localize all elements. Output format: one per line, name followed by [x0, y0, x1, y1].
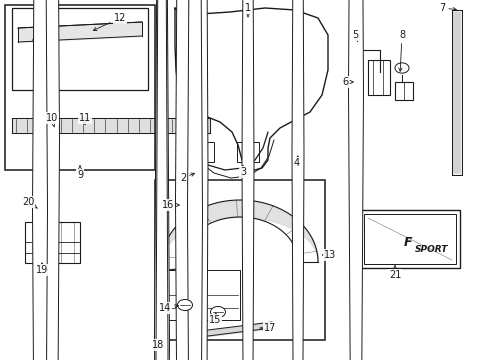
Bar — [364, 214, 456, 264]
Bar — [360, 210, 460, 268]
Text: SPORT: SPORT — [415, 246, 448, 255]
Bar — [395, 82, 413, 100]
Text: 16: 16 — [162, 200, 179, 210]
Bar — [160, 270, 240, 320]
Circle shape — [211, 306, 225, 318]
Polygon shape — [348, 0, 364, 360]
Text: 17: 17 — [260, 323, 276, 333]
Text: 12: 12 — [94, 13, 126, 31]
Bar — [368, 60, 390, 95]
Polygon shape — [156, 0, 168, 360]
Polygon shape — [154, 0, 170, 360]
Polygon shape — [175, 0, 191, 360]
Text: 19: 19 — [36, 263, 48, 275]
Text: 15: 15 — [209, 313, 221, 325]
Polygon shape — [292, 0, 304, 360]
Polygon shape — [32, 0, 48, 360]
Bar — [12, 8, 148, 90]
Text: 21: 21 — [389, 266, 401, 280]
Text: 18: 18 — [152, 340, 164, 350]
Text: 1: 1 — [245, 3, 251, 17]
Text: 8: 8 — [399, 30, 405, 71]
Bar — [237, 142, 259, 162]
Text: 5: 5 — [352, 30, 358, 41]
Bar — [25, 222, 80, 263]
Text: 6: 6 — [342, 77, 353, 87]
Circle shape — [177, 300, 193, 311]
Bar — [192, 142, 214, 162]
Text: 10: 10 — [46, 113, 58, 127]
Text: F: F — [403, 235, 412, 248]
Text: 7: 7 — [439, 3, 456, 13]
Polygon shape — [188, 0, 202, 360]
Text: 2: 2 — [180, 173, 195, 183]
Text: 14: 14 — [159, 303, 178, 313]
Polygon shape — [196, 0, 208, 360]
Text: 4: 4 — [294, 156, 300, 168]
Circle shape — [33, 36, 43, 44]
Bar — [155, 180, 325, 340]
Text: 20: 20 — [22, 197, 37, 208]
Text: 9: 9 — [77, 166, 83, 180]
Text: 13: 13 — [323, 250, 336, 260]
Text: 11: 11 — [79, 113, 91, 124]
Polygon shape — [45, 0, 59, 360]
Bar — [5, 5, 155, 170]
Polygon shape — [242, 0, 254, 360]
Text: 3: 3 — [240, 166, 246, 177]
